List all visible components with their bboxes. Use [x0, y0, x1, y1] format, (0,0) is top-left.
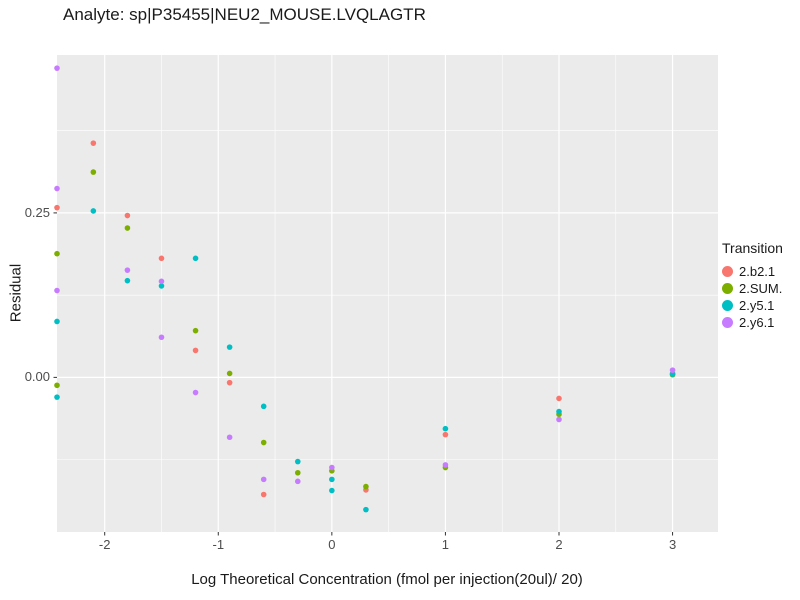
legend-item-label: 2.b2.1	[739, 264, 776, 279]
legend-item: 2.y5.1	[722, 297, 783, 314]
legend-item-label: 2.SUM.	[739, 281, 783, 296]
data-point	[442, 425, 449, 432]
data-point	[294, 458, 301, 465]
data-point	[556, 395, 562, 402]
data-point	[54, 318, 60, 325]
data-point	[192, 327, 199, 334]
chart-title: Analyte: sp|P35455|NEU2_MOUSE.LVQLAGTR	[63, 5, 426, 24]
data-point	[329, 476, 335, 483]
data-point	[54, 287, 60, 294]
data-point	[192, 255, 199, 262]
data-point	[260, 476, 267, 483]
legend-swatch-dot	[722, 283, 733, 294]
data-point	[54, 394, 60, 400]
data-point	[294, 469, 301, 476]
x-tick-label: 2	[555, 537, 563, 552]
legend-item: 2.b2.1	[722, 263, 783, 280]
legend-item-label: 2.y6.1	[739, 315, 775, 330]
data-point	[226, 344, 233, 350]
data-point	[226, 379, 233, 386]
data-point	[329, 487, 335, 494]
data-point	[442, 462, 449, 468]
data-point	[260, 439, 267, 446]
x-tick-label: -1	[212, 537, 225, 552]
data-point	[54, 204, 60, 211]
data-point	[124, 277, 131, 284]
legend: Transition 2.b2.1 2.SUM. 2.y5.1 2.y6.1	[722, 240, 783, 331]
data-point	[226, 370, 233, 377]
legend-swatch-dot	[722, 300, 733, 311]
data-point	[669, 371, 676, 377]
data-point	[226, 434, 233, 441]
data-point	[124, 267, 131, 273]
data-point	[158, 283, 165, 289]
data-point	[556, 408, 562, 415]
data-point	[329, 464, 335, 471]
data-point	[260, 491, 267, 498]
data-point	[192, 389, 199, 396]
data-point	[54, 185, 60, 192]
data-point	[260, 403, 267, 410]
data-point	[192, 347, 199, 354]
data-point	[54, 65, 60, 71]
data-point	[294, 478, 301, 485]
legend-item: 2.SUM.	[722, 280, 783, 297]
x-tick-label: 3	[668, 537, 677, 552]
data-point	[363, 506, 369, 513]
data-point	[158, 255, 165, 262]
data-point	[90, 140, 97, 146]
x-tick-label: -2	[98, 537, 111, 552]
x-axis-label: Log Theoretical Concentration (fmol per …	[191, 571, 583, 588]
plot-panel	[57, 55, 718, 532]
data-point	[669, 367, 676, 373]
y-tick-label: 0.00	[24, 369, 50, 385]
x-tick-label: 1	[441, 537, 450, 552]
legend-swatch-dot	[722, 266, 733, 277]
data-point	[90, 169, 97, 175]
legend-items: 2.b2.1 2.SUM. 2.y5.1 2.y6.1	[722, 263, 783, 331]
data-point	[90, 208, 97, 214]
data-point	[124, 212, 131, 219]
legend-swatch-dot	[722, 317, 733, 328]
data-point	[54, 250, 60, 257]
legend-item-label: 2.y5.1	[739, 298, 775, 313]
data-point	[363, 483, 369, 490]
data-point	[158, 334, 165, 341]
x-tick-label: 0	[328, 537, 336, 552]
legend-item: 2.y6.1	[722, 314, 783, 331]
data-point	[442, 431, 449, 438]
data-point	[556, 416, 562, 423]
y-tick-label: 0.25	[24, 204, 50, 220]
legend-title: Transition	[722, 240, 783, 256]
data-point	[54, 382, 60, 389]
data-point	[158, 278, 165, 285]
data-point	[124, 225, 131, 231]
